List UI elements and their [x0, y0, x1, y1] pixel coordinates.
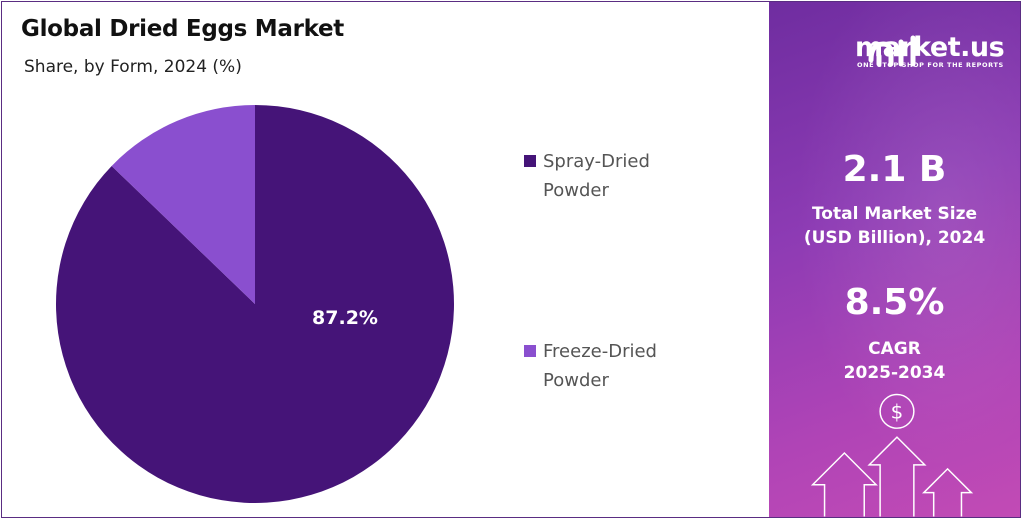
chart-title: Global Dried Eggs Market [21, 16, 344, 42]
legend-label-spray-dried: Spray-Dried Powder [543, 151, 650, 201]
market-size-label-line1: Total Market Size [811, 204, 978, 224]
chart-subtitle: Share, by Form, 2024 (%) [24, 57, 242, 77]
growth-arrows-icon: $ [810, 393, 974, 517]
market-us-logo-icon [868, 35, 916, 67]
market-size-label-line2: (USD Billion), 2024 [803, 228, 986, 248]
cagr-label: CAGR [868, 339, 921, 359]
dollar-icon [879, 393, 915, 429]
pie-chart: 87.2% [55, 105, 455, 504]
chart-panel: Global Dried Eggs Market Share, by Form,… [2, 2, 769, 517]
market-size-value: 2.1 B [842, 149, 947, 190]
brand-name: market.us [855, 32, 1005, 63]
pie-slice-freeze-dried-powder [111, 105, 255, 304]
brand-logo: market.us ONE STOP SHOP FOR THE REPORTS [783, 30, 1013, 74]
legend-swatch-freeze-dried [524, 345, 536, 357]
svg-text:$: $ [891, 400, 904, 423]
brand-tagline: ONE STOP SHOP FOR THE REPORTS [857, 61, 1004, 69]
legend-swatch-spray-dried [524, 155, 536, 167]
legend-label-freeze-dried: Freeze-Dried Powder [543, 341, 657, 391]
legend-item-freeze-dried: Freeze-Dried Powder [524, 337, 713, 395]
cagr-period: 2025-2034 [843, 363, 946, 383]
pie-slice-spray-dried-powder [55, 105, 455, 504]
cagr-value: 8.5% [844, 282, 945, 323]
stats-panel: market.us ONE STOP SHOP FOR THE REPORTS … [769, 2, 1020, 517]
legend-item-spray-dried: Spray-Dried Powder [524, 147, 713, 205]
pie-data-label: 87.2% [312, 307, 378, 329]
